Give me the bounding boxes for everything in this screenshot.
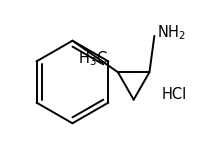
Text: NH$_2$: NH$_2$	[157, 23, 186, 42]
Text: HCl: HCl	[161, 87, 187, 102]
Text: H$_3$C: H$_3$C	[78, 49, 108, 68]
